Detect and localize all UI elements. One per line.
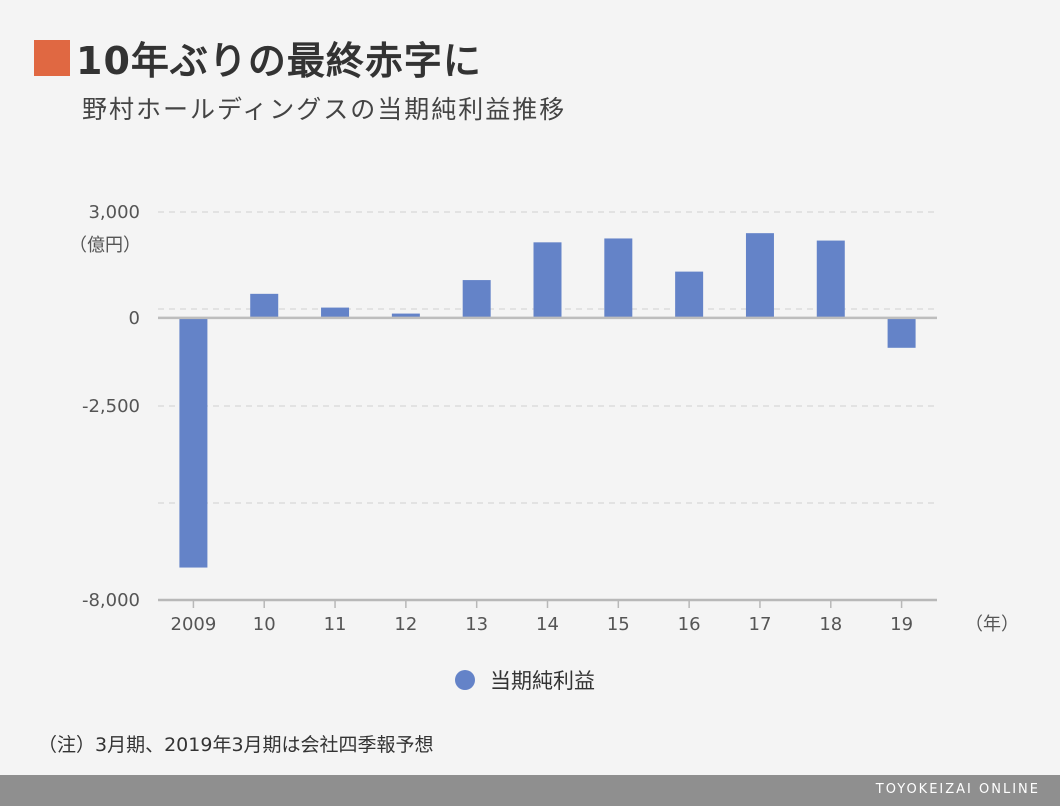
x-tick-label: 11 (324, 614, 347, 635)
x-tick-label: 17 (749, 614, 772, 635)
bar-18 (816, 240, 845, 318)
bar-2009 (179, 317, 208, 568)
chart-title: 10年ぶりの最終赤字に (76, 39, 482, 83)
x-tick-label: 12 (394, 614, 417, 635)
y-tick-label: 0 (129, 308, 140, 329)
x-tick-label: 2009 (171, 614, 217, 635)
bar-chart: 3,000 0 -2,500 -8,000 （億円） 2009 10 11 12 13 14 15 16… (69, 202, 1019, 693)
bar-17 (745, 233, 774, 318)
bar-15 (604, 238, 633, 318)
bar-12 (391, 313, 420, 318)
bar-19 (887, 317, 916, 348)
x-tick-label: 14 (536, 614, 559, 635)
x-tick-label: 16 (678, 614, 701, 635)
y-axis-unit: （億円） (69, 235, 141, 256)
x-tick-label: 19 (890, 614, 913, 635)
bar-16 (675, 271, 704, 318)
legend-label: 当期純利益 (490, 669, 595, 693)
bar-11 (321, 307, 350, 318)
bar-14 (533, 242, 562, 318)
x-tick-label: 13 (465, 614, 488, 635)
bar-10 (250, 293, 279, 318)
y-tick-label: 3,000 (88, 202, 140, 223)
x-tick-label: 15 (607, 614, 630, 635)
chart-subtitle: 野村ホールディングスの当期純利益推移 (82, 95, 567, 124)
x-tick-label: 10 (253, 614, 276, 635)
x-tick-label: 18 (819, 614, 842, 635)
x-axis-unit: （年） (965, 614, 1019, 635)
y-tick-label: -2,500 (82, 396, 140, 417)
legend-marker (455, 670, 475, 690)
bar-13 (462, 280, 491, 318)
y-tick-label: -8,000 (82, 590, 140, 611)
title-block: 10年ぶりの最終赤字に (34, 30, 482, 85)
footer-bar: TOYOKEIZAI ONLINE (0, 775, 1060, 806)
title-accent-square (34, 39, 70, 76)
footer-brand: TOYOKEIZAI ONLINE (875, 782, 1040, 797)
footnote: （注）3月期、2019年3月期は会社四季報予想 (38, 734, 434, 756)
